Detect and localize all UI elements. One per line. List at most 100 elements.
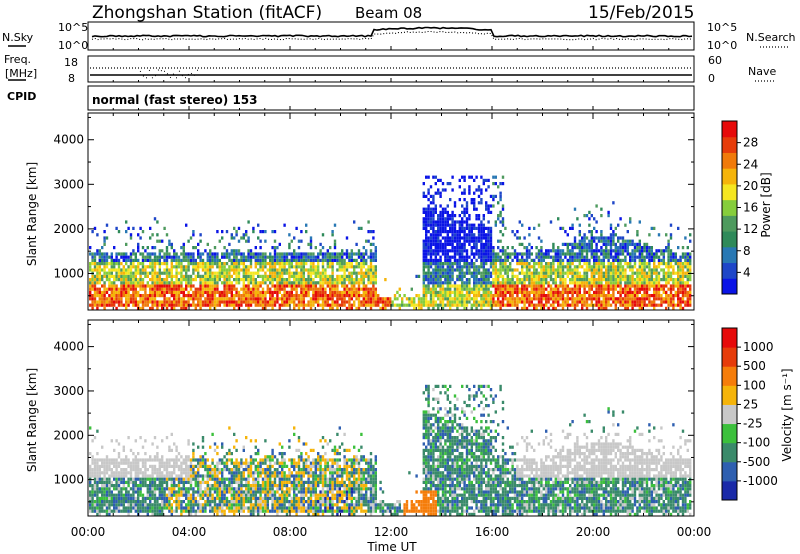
heatmap-cell [609,271,613,275]
heatmap-cell [381,300,385,304]
heatmap-cell [295,265,298,269]
heatmap-cell [465,255,469,259]
heatmap-cell [521,297,524,301]
heatmap-cell [521,271,524,275]
heatmap-cell [288,278,291,282]
heatmap-cell [132,477,135,481]
heatmap-cell [446,255,449,259]
heatmap-cell [578,284,581,288]
heatmap-cell [144,303,147,307]
heatmap-cell [468,230,471,234]
heatmap-cell [549,290,553,294]
heatmap-cell [525,297,529,301]
heatmap-cell [127,464,130,468]
heatmap-cell [336,278,339,282]
heatmap-cell [108,274,111,278]
heatmap-cell [650,294,653,298]
heatmap-cell [122,271,125,275]
heatmap-cell [518,242,521,246]
heatmap-cell [444,220,447,224]
heatmap-cell [537,284,541,288]
heatmap-cell [453,284,457,288]
heatmap-cell [643,258,646,262]
heatmap-cell [590,281,593,285]
heatmap-cell [146,274,149,278]
heatmap-cell [451,249,454,253]
heatmap-cell [590,214,593,218]
heatmap-cell [573,268,577,272]
heatmap-cell [573,306,577,310]
heatmap-cell [197,249,200,253]
heatmap-cell [185,294,188,298]
heatmap-cell [564,287,567,291]
heatmap-cell [134,480,137,484]
heatmap-cell [117,503,121,507]
heatmap-cell [170,290,173,294]
heatmap-cell [686,268,689,272]
heatmap-cell [482,284,485,288]
heatmap-cell [480,303,483,307]
heatmap-cell [461,265,464,269]
heatmap-cell [98,477,101,481]
heatmap-cell [369,262,373,266]
heatmap-cell [125,461,128,465]
heatmap-cell [343,274,346,278]
heatmap-cell [525,274,529,278]
heatmap-cell [225,297,229,301]
heatmap-cell [612,284,615,288]
heatmap-cell [451,220,454,224]
heatmap-cell [113,477,116,481]
heatmap-cell [614,252,617,256]
heatmap-cell [497,300,500,304]
heatmap-cell [134,506,137,510]
heatmap-cell [650,258,653,262]
heatmap-cell [257,236,260,240]
heatmap-cell [597,306,601,310]
heatmap-cell [288,242,291,246]
heatmap-cell [170,246,173,250]
heatmap-cell [482,297,485,301]
heatmap-cell [681,278,685,282]
heatmap-cell [101,487,104,491]
heatmap-cell [93,300,97,304]
heatmap-cell [317,274,320,278]
heatmap-cell [497,239,500,243]
heatmap-cell [470,274,473,278]
heatmap-cell [677,287,680,291]
heatmap-cell [617,249,620,253]
heatmap-cell [425,303,428,307]
heatmap-cell [465,249,469,253]
heatmap-cell [501,290,505,294]
heatmap-cell [125,255,128,259]
heatmap-cell [379,297,382,301]
heatmap-cell [293,249,296,253]
heatmap-cell [525,265,529,269]
heatmap-cell [595,297,598,301]
heatmap-cell [689,300,692,304]
heatmap-cell [609,284,613,288]
heatmap-cell [151,258,154,262]
heatmap-cell [324,258,327,262]
heatmap-cell [583,258,586,262]
heatmap-cell [194,246,197,250]
heatmap-cell [158,477,161,481]
heatmap-cell [487,281,490,285]
heatmap-cell [144,249,147,253]
heatmap-cell [626,290,629,294]
heatmap-cell [499,290,502,294]
heatmap-cell [523,290,526,294]
heatmap-cell [485,242,488,246]
heatmap-cell [350,294,353,298]
heatmap-cell [93,255,97,259]
heatmap-cell [485,178,488,182]
heatmap-cell [129,278,133,282]
heatmap-cell [165,255,169,259]
heatmap-cell [590,230,593,234]
heatmap-cell [192,278,195,282]
heatmap-cell [617,246,620,250]
heatmap-cell [115,255,118,259]
heatmap-cell [213,294,217,298]
heatmap-cell [571,268,574,272]
heatmap-cell [163,297,166,301]
heatmap-cell [146,255,149,259]
